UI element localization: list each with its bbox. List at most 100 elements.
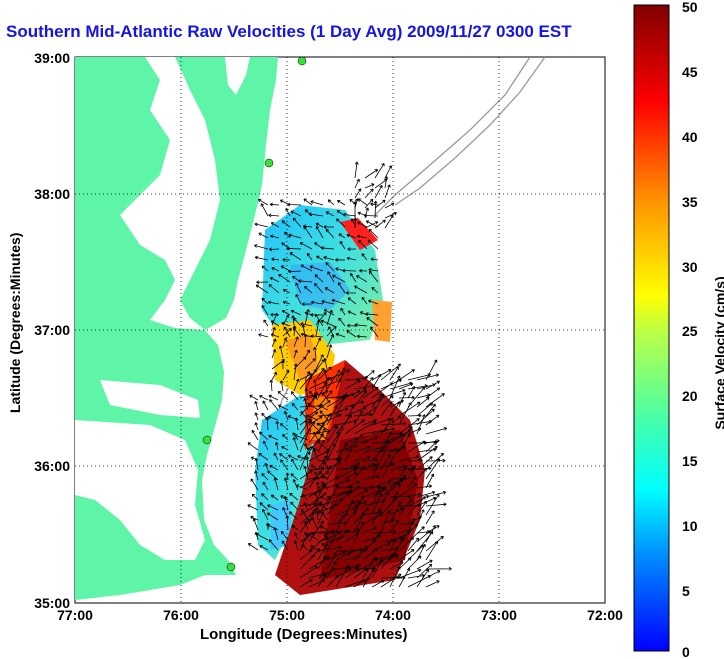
velocity-arrow	[361, 253, 368, 261]
velocity-arrow	[364, 221, 379, 229]
velocity-arrow	[362, 526, 377, 534]
velocity-arrow	[353, 388, 367, 399]
velocity-arrow	[317, 511, 325, 525]
velocity-arrow	[344, 563, 361, 570]
velocity-arrow	[265, 416, 270, 431]
velocity-arrow	[262, 400, 269, 411]
velocity-arrow	[407, 440, 426, 453]
velocity-arrow	[254, 244, 269, 250]
x-axis-ticks: 77:00 76:00 75:00 74:00 73:00 72:00	[57, 607, 623, 623]
velocity-arrow	[425, 393, 445, 408]
velocity-arrow	[389, 561, 404, 570]
velocity-arrow	[317, 476, 339, 489]
velocity-arrow	[258, 232, 269, 239]
velocity-arrow	[325, 228, 335, 239]
velocity-arrow	[259, 431, 269, 441]
velocity-arrow	[357, 221, 368, 228]
velocity-arrow	[380, 554, 399, 561]
velocity-arrow	[374, 163, 385, 179]
velocity-arrow	[407, 458, 423, 463]
velocity-arrow	[273, 527, 279, 541]
velocity-arrow	[368, 270, 379, 283]
velocity-arrow	[380, 510, 391, 534]
velocity-arrow	[335, 552, 352, 561]
velocity-arrow	[292, 217, 302, 228]
velocity-arrow	[278, 404, 289, 411]
velocity-arrow	[353, 456, 371, 462]
velocity-arrow	[299, 470, 313, 480]
velocity-arrow	[288, 233, 302, 239]
velocity-arrow	[269, 379, 274, 392]
velocity-arrow	[293, 363, 298, 381]
chesapeake-bay	[120, 57, 220, 330]
velocity-arrow	[335, 442, 348, 462]
velocity-arrow	[258, 453, 269, 461]
velocity-arrow	[279, 453, 289, 461]
velocity-arrow	[398, 455, 420, 462]
velocity-arrow	[326, 484, 339, 507]
colorbar-tick-label: 15	[682, 453, 698, 469]
velocity-arrow	[425, 510, 435, 525]
velocity-arrow	[317, 545, 342, 552]
velocity-arrow	[271, 371, 277, 381]
velocity-arrow	[291, 458, 299, 471]
velocity-arrow	[425, 359, 438, 381]
velocity-arrow	[407, 492, 422, 498]
velocity-arrow	[371, 369, 392, 381]
velocity-arrow	[344, 390, 361, 399]
albemarle-sound	[100, 380, 200, 418]
velocity-arrow	[344, 448, 353, 462]
velocity-arrow	[290, 473, 299, 481]
velocity-arrow	[398, 483, 418, 498]
velocity-arrow	[299, 566, 318, 579]
x-tick-label: 75:00	[269, 607, 305, 623]
velocity-arrow	[407, 496, 426, 516]
velocity-arrow	[380, 453, 391, 471]
velocity-arrow	[371, 479, 392, 489]
velocity-arrow	[356, 234, 368, 239]
velocity-arrow	[353, 507, 369, 525]
velocity-arrow	[380, 378, 402, 390]
velocity-arrow	[293, 336, 299, 348]
velocity-arrow	[317, 439, 325, 453]
velocity-arrow	[389, 519, 399, 534]
velocity-arrow	[303, 198, 313, 206]
velocity-arrow	[335, 491, 349, 498]
velocity-arrow	[344, 434, 363, 453]
velocity-arrow	[280, 423, 289, 431]
velocity-arrow	[271, 257, 280, 262]
velocity-arrow	[326, 561, 337, 579]
velocity-arrow	[309, 265, 324, 272]
velocity-arrow	[308, 535, 328, 552]
velocity-arrow	[332, 274, 346, 283]
velocity-arrow	[304, 286, 313, 294]
velocity-arrow	[353, 567, 369, 579]
velocity-arrow	[362, 474, 380, 480]
velocity-arrow	[326, 325, 337, 337]
velocity-arrow	[359, 311, 368, 316]
velocity-arrow	[304, 349, 310, 359]
velocity-arrow	[353, 390, 367, 408]
velocity-arrow	[281, 540, 289, 551]
velocity-arrow	[425, 473, 435, 489]
velocity-arrow	[425, 493, 440, 516]
velocity-arrow	[344, 462, 361, 471]
velocity-arrow	[365, 220, 379, 228]
velocity-arrow	[344, 508, 357, 525]
velocity-arrow	[384, 165, 392, 179]
velocity-arrow	[389, 446, 406, 453]
velocity-arrow	[252, 518, 259, 531]
velocity-arrow	[270, 494, 279, 501]
velocity-arrow	[271, 349, 277, 359]
velocity-arrow	[326, 552, 337, 570]
velocity-arrow	[304, 209, 313, 217]
velocity-arrow	[362, 513, 383, 525]
velocity-arrow	[350, 273, 357, 283]
velocity-arrow	[325, 262, 335, 272]
velocity-arrow	[346, 330, 357, 338]
velocity-arrow	[315, 337, 322, 348]
velocity-arrow	[353, 500, 367, 507]
velocity-arrow	[362, 377, 374, 390]
velocity-arrow	[384, 184, 391, 199]
velocity-arrow	[344, 577, 371, 588]
